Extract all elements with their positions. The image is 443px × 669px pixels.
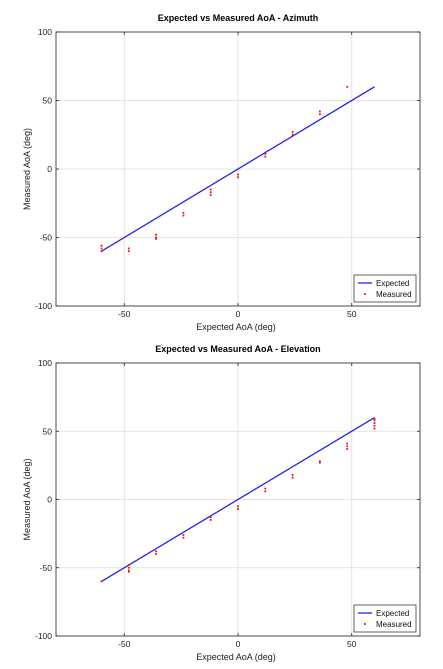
measured-point xyxy=(373,419,376,422)
measured-point xyxy=(155,553,157,555)
measured-point xyxy=(373,427,376,430)
legend-label: Expected xyxy=(376,279,409,288)
measured-point xyxy=(291,131,294,133)
measured-point xyxy=(346,448,349,450)
measured-point xyxy=(100,244,103,247)
legend-swatch-measured xyxy=(364,623,366,625)
y-tick-label: -50 xyxy=(40,563,53,573)
measured-point xyxy=(182,214,185,217)
measured-point xyxy=(237,508,239,510)
measured-point xyxy=(182,534,185,536)
measured-point xyxy=(346,445,349,448)
y-tick-label: -100 xyxy=(35,301,52,311)
legend: Expected Measured xyxy=(353,604,417,633)
measured-point xyxy=(127,250,130,253)
measured-point xyxy=(237,173,239,176)
measured-point xyxy=(155,550,157,553)
measured-point xyxy=(209,191,212,194)
chart-panel-0: -50 0 50 -100 -50 0 50 100 Expected vs Measured … xyxy=(22,13,421,332)
measured-point xyxy=(291,474,294,476)
legend-swatch-measured xyxy=(364,293,366,295)
measured-point xyxy=(264,155,267,158)
y-tick-label: 100 xyxy=(38,27,52,37)
y-tick-label: 100 xyxy=(38,358,52,368)
measured-point xyxy=(182,536,185,539)
measured-point xyxy=(237,505,239,508)
x-tick-label: 50 xyxy=(347,639,357,649)
measured-point xyxy=(291,476,294,479)
y-axis-label: Measured AoA (deg) xyxy=(22,458,32,540)
x-axis-label: Expected AoA (deg) xyxy=(196,652,276,662)
measured-point xyxy=(209,188,212,191)
measured-point xyxy=(237,176,239,179)
measured-point xyxy=(100,247,103,250)
measured-point xyxy=(155,233,157,236)
y-axis-label: Measured AoA (deg) xyxy=(22,128,32,210)
measured-point xyxy=(291,133,294,136)
y-tick-label: -50 xyxy=(40,233,53,243)
expected-line xyxy=(101,86,375,252)
measured-point xyxy=(155,237,157,240)
measured-point xyxy=(373,424,376,427)
x-axis-label: Expected AoA (deg) xyxy=(196,322,276,332)
x-tick-label: 0 xyxy=(236,639,241,649)
x-tick-label: -50 xyxy=(118,639,131,649)
legend-label: Expected xyxy=(376,609,409,618)
x-tick-label: 50 xyxy=(347,309,357,319)
measured-point xyxy=(346,85,349,88)
y-tick-label: 50 xyxy=(43,426,53,436)
x-tick-label: 0 xyxy=(236,309,241,319)
legend-box xyxy=(353,604,417,633)
measured-point xyxy=(209,516,212,519)
measured-point xyxy=(319,460,321,463)
expected-line xyxy=(101,417,375,582)
measured-point xyxy=(264,487,267,490)
legend-label: Measured xyxy=(376,290,412,299)
chart-title: Expected vs Measured AoA - Elevation xyxy=(155,344,320,354)
measured-point xyxy=(127,247,130,250)
y-tick-label: 0 xyxy=(47,495,52,505)
chart-panel-1: -50 0 50 -100 -50 0 50 100 Expected vs Measured … xyxy=(22,344,421,662)
chart-title: Expected vs Measured AoA - Azimuth xyxy=(158,13,319,23)
measured-point xyxy=(127,570,130,573)
measured-point xyxy=(373,422,376,424)
legend-label: Measured xyxy=(376,620,412,629)
measured-point xyxy=(209,519,212,521)
legend-box xyxy=(353,274,417,303)
measured-point xyxy=(100,580,103,583)
measured-point xyxy=(319,461,321,464)
measured-point xyxy=(319,113,321,116)
y-tick-label: -100 xyxy=(35,631,52,641)
measured-point xyxy=(264,153,267,155)
measured-point xyxy=(155,236,157,239)
measured-point xyxy=(319,110,321,113)
measured-point xyxy=(182,211,185,214)
legend: Expected Measured xyxy=(353,274,417,303)
x-tick-label: -50 xyxy=(118,309,131,319)
measured-point xyxy=(127,564,130,566)
measured-point xyxy=(346,442,349,445)
measured-point xyxy=(373,418,376,420)
y-tick-label: 50 xyxy=(43,96,53,106)
measured-point xyxy=(264,490,267,493)
measured-point xyxy=(209,194,212,196)
y-tick-label: 0 xyxy=(47,164,52,174)
measured-point xyxy=(100,250,103,253)
measured-point xyxy=(127,569,130,572)
measured-point xyxy=(127,566,130,569)
